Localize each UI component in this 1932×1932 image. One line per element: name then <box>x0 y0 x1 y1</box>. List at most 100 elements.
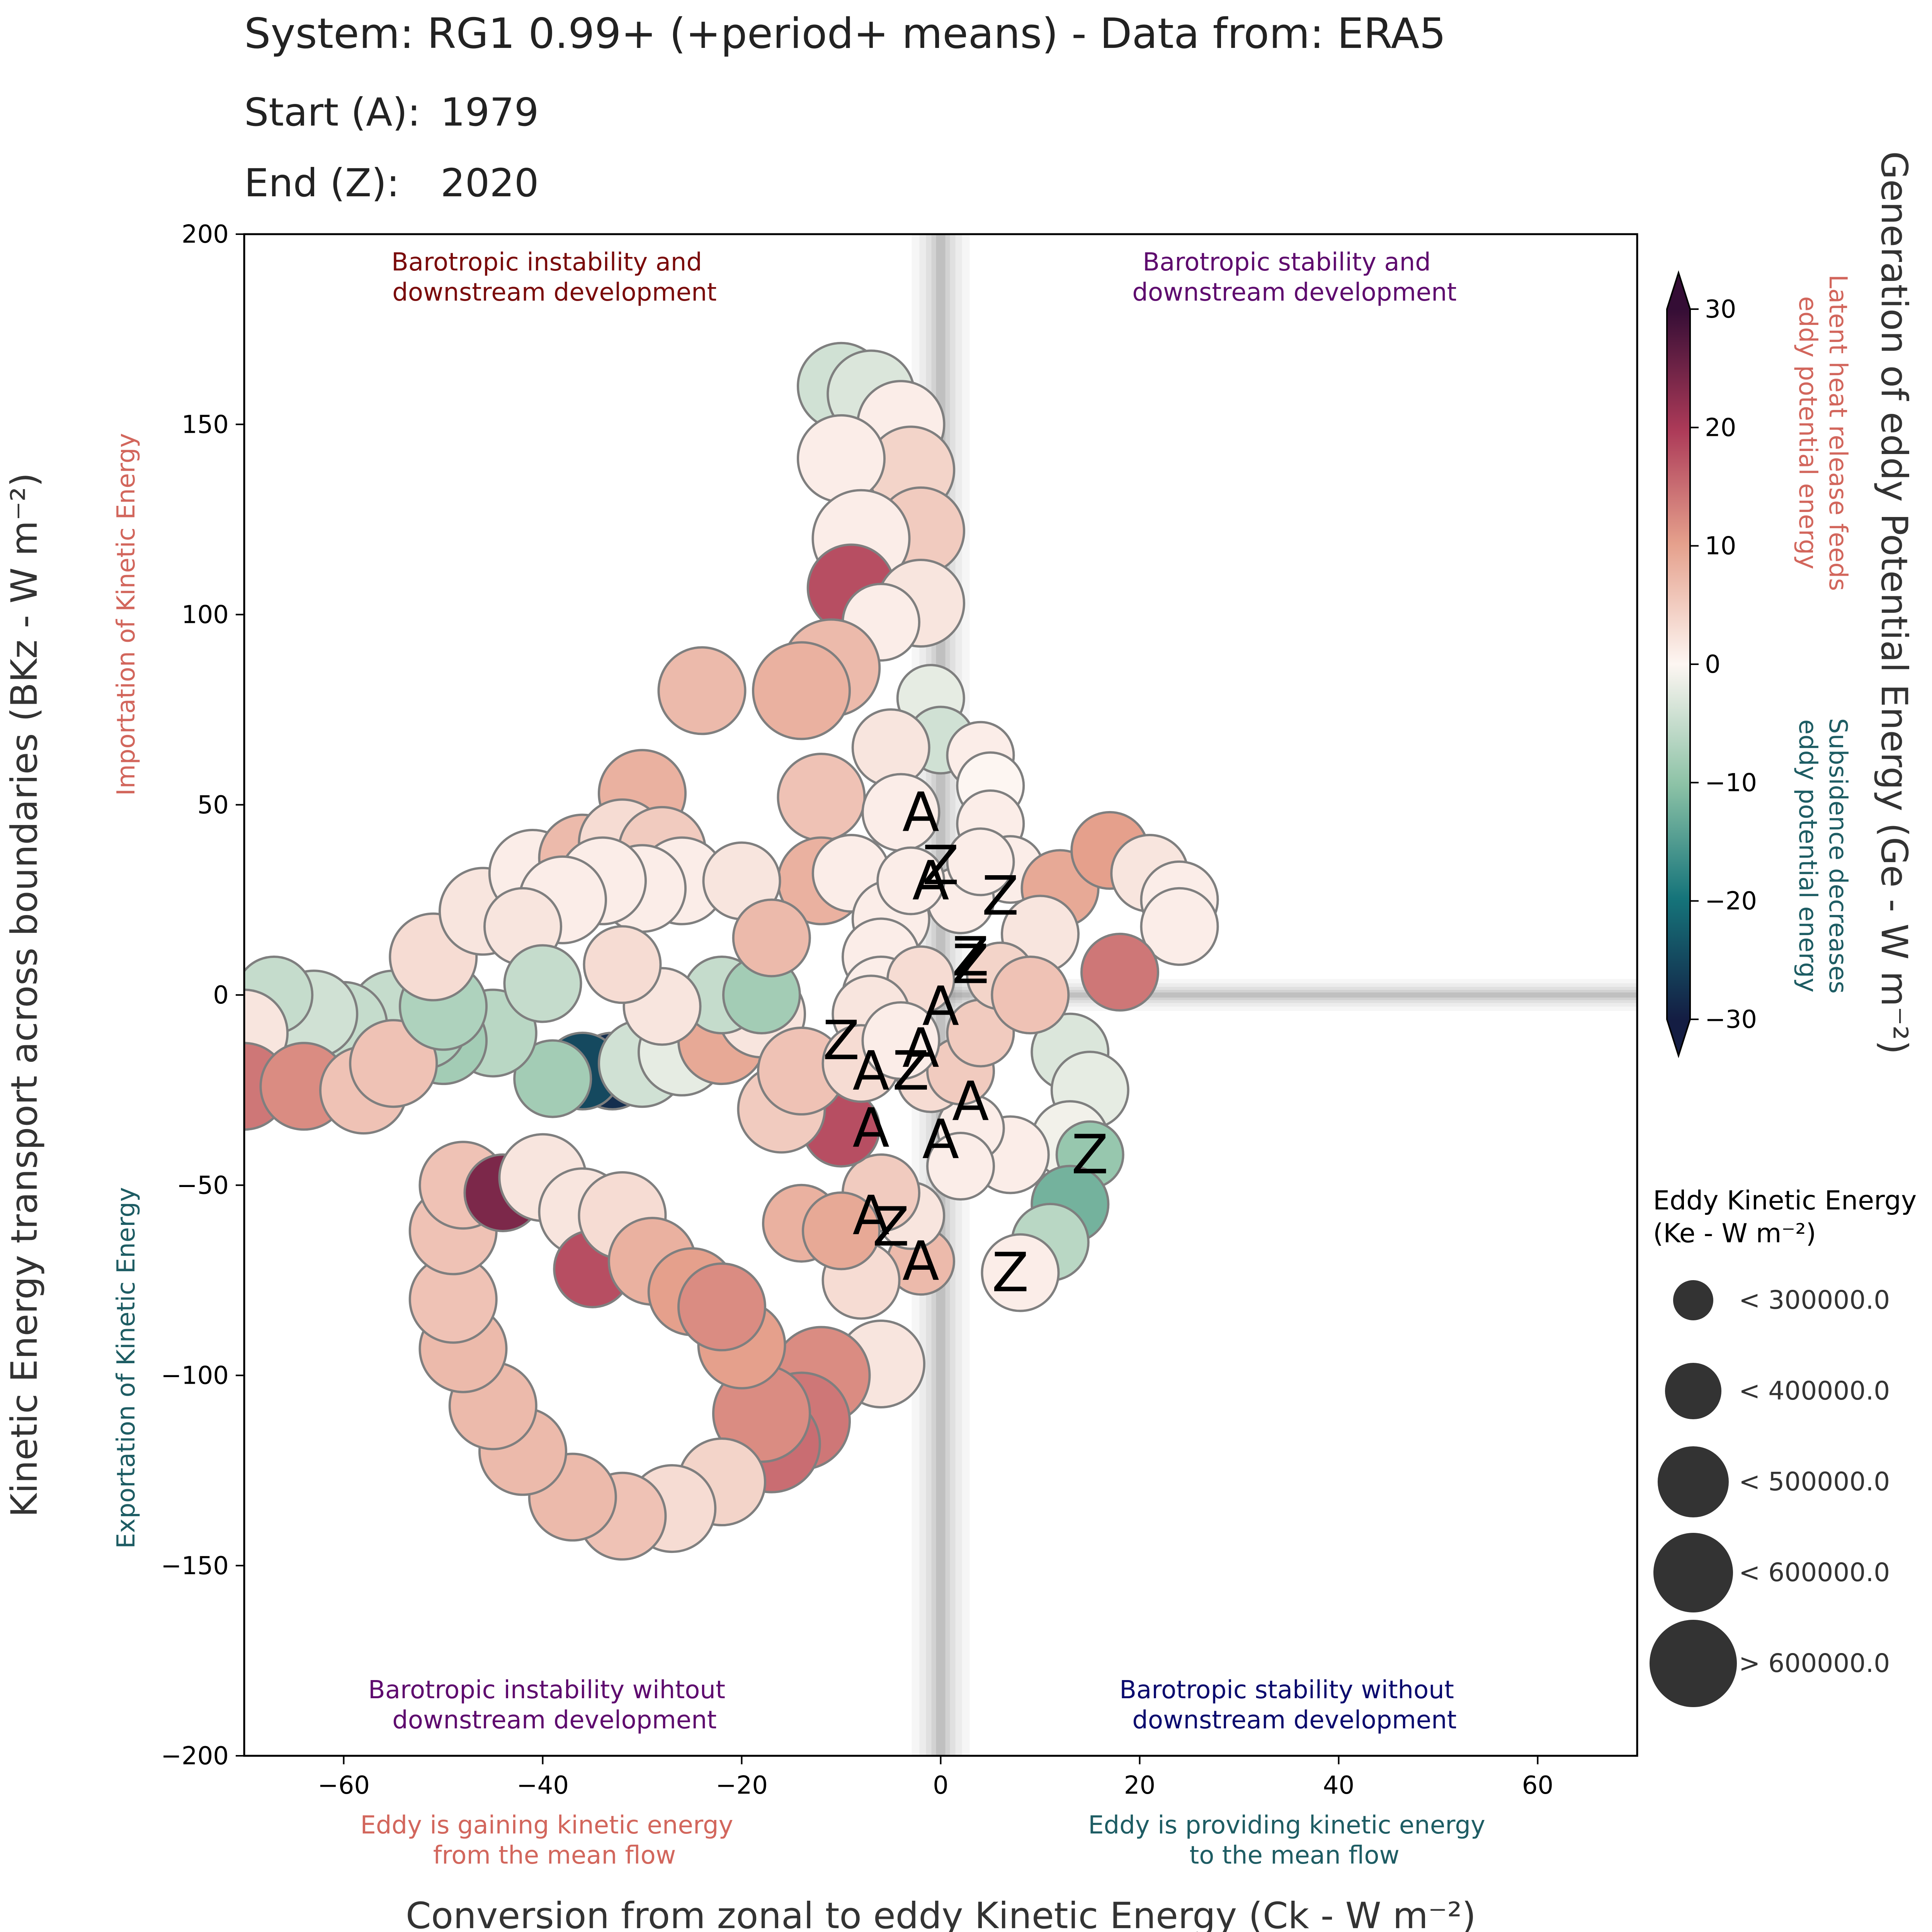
x-axis-title: Conversion from zonal to eddy Kinetic En… <box>406 1895 1476 1932</box>
x-negative-line2: from the mean flow <box>433 1841 676 1870</box>
colorbar-tick-label-1: −20 <box>1705 887 1757 916</box>
colorbar-tick-label-5: 20 <box>1705 413 1736 442</box>
size-legend-marker-4 <box>1650 1620 1737 1707</box>
colorbar-tick-label-3: 0 <box>1705 650 1721 679</box>
data-point-14 <box>777 753 866 842</box>
y-tick-label-7: 150 <box>182 410 229 439</box>
x-tick-label-3: 0 <box>933 1771 949 1800</box>
side-labels: Importation of Kinetic Energy Exportatio… <box>112 433 1485 1870</box>
data-point-127 <box>583 925 662 1004</box>
quad-bottom-left-line2: downstream development <box>392 1706 717 1735</box>
quad-bottom-right-line1: Barotropic stability without <box>1119 1676 1454 1704</box>
data-point-107 <box>732 898 811 978</box>
x-tick-label-6: 60 <box>1522 1771 1553 1800</box>
negative-note-line1: Subsidence decreases <box>1823 718 1852 993</box>
size-legend-marker-0 <box>1673 1280 1713 1320</box>
marker-label-z-10: Z <box>892 1040 929 1103</box>
size-legend: Eddy Kinetic Energy (Ke - W m⁻²) <box>1653 1185 1917 1249</box>
data-point-11 <box>752 641 851 740</box>
data-point-29 <box>1080 932 1159 1012</box>
marker-label-z-5: Z <box>952 933 989 996</box>
size-legend-marker-2 <box>1658 1446 1729 1517</box>
positive-note-line1: Latent heat release feeds <box>1823 275 1852 591</box>
size-legend-label-3: < 600000.0 <box>1739 1558 1890 1587</box>
y-axis-title: Kinetic Energy transport across boundari… <box>3 473 46 1517</box>
data-point-120 <box>876 846 946 915</box>
data-point-124 <box>802 1191 881 1270</box>
marker-label-z-4: Z <box>952 926 989 989</box>
marker-label-z-14: Z <box>1071 1123 1109 1186</box>
data-points <box>244 342 1219 1561</box>
quad-top-left-line1: Barotropic instability and <box>391 248 702 277</box>
data-point-126 <box>503 944 582 1023</box>
data-point-70 <box>677 1262 766 1352</box>
marker-label-z-7: Z <box>823 1009 860 1072</box>
data-point-37 <box>981 1233 1060 1312</box>
quad-top-right-line1: Barotropic stability and <box>1143 248 1431 277</box>
x-tick-label-5: 40 <box>1323 1771 1354 1800</box>
y-tick-label-6: 100 <box>182 601 229 629</box>
positive-note-line2: eddy potential energy <box>1793 296 1822 570</box>
marker-label-a-2: A <box>912 850 949 913</box>
y-tick-label-2: −100 <box>161 1362 229 1390</box>
marker-label-a-6: A <box>922 975 959 1038</box>
x-tick-label-4: 20 <box>1124 1771 1155 1800</box>
marker-label-z-16: Z <box>872 1196 910 1259</box>
data-point-4 <box>797 414 886 503</box>
colorbar-notes: Latent heat release feeds eddy potential… <box>1793 275 1852 994</box>
size-legend-title-line1: Eddy Kinetic Energy <box>1653 1185 1917 1216</box>
x-tick-label-0: −60 <box>318 1771 370 1800</box>
exportation-label: Exportation of Kinetic Energy <box>112 1187 141 1549</box>
data-point-119 <box>946 827 1015 896</box>
data-point-40 <box>926 1132 995 1201</box>
data-point-123 <box>861 1001 940 1080</box>
x-positive-line2: to the mean flow <box>1189 1841 1400 1870</box>
marker-label-a-0: A <box>902 781 939 844</box>
y-tick-label-1: −150 <box>161 1552 229 1580</box>
data-point-117 <box>991 956 1070 1034</box>
marker-label-a-17: A <box>902 1230 939 1293</box>
data-point-93 <box>349 1019 438 1108</box>
y-tick-label-0: −200 <box>161 1742 229 1770</box>
data-point-73 <box>513 1039 592 1118</box>
quad-top-left-line2: downstream development <box>392 278 717 307</box>
start-value: 1979 <box>440 90 539 135</box>
negative-note-line2: eddy potential energy <box>1793 719 1822 993</box>
x-axis: −60 −40 −20 0 20 40 60 <box>318 1756 1553 1800</box>
y-tick-label-5: 50 <box>197 791 229 820</box>
marker-label-z-3: Z <box>982 865 1019 928</box>
colorbar-ticks: −30 −20 −10 0 10 20 30 <box>1690 295 1757 1034</box>
importation-label: Importation of Kinetic Energy <box>112 433 141 796</box>
x-tick-label-2: −20 <box>716 1771 768 1800</box>
marker-label-z-1: Z <box>922 834 959 897</box>
colorbar-tick-label-6: 30 <box>1705 295 1736 324</box>
quad-bottom-left-line1: Barotropic instability wihtout <box>368 1676 725 1704</box>
colorbar-extend-max <box>1667 273 1690 309</box>
colorbar-body <box>1667 309 1690 1019</box>
marker-label-a-9: A <box>852 1040 889 1103</box>
y-tick-label-8: 200 <box>182 220 229 249</box>
y-axis: −200 −150 −100 −50 0 50 100 150 200 <box>161 220 244 1770</box>
end-value: 2020 <box>440 160 539 206</box>
quad-bottom-right-line2: downstream development <box>1132 1706 1457 1735</box>
y-tick-label-4: 0 <box>213 981 229 1010</box>
colorbar-title: Generation of eddy Potential Energy (Ge … <box>1873 151 1915 1054</box>
quadrant-labels: Barotropic instability and downstream de… <box>368 248 1457 1735</box>
size-legend-entries: < 300000.0 < 400000.0 < 500000.0 < 600000.0… <box>1650 1280 1890 1707</box>
marker-label-a-8: A <box>902 1017 939 1080</box>
colorbar-tick-label-4: 10 <box>1705 532 1736 561</box>
start-label: Start (A): <box>244 90 421 135</box>
quad-top-right-line2: downstream development <box>1132 278 1457 307</box>
colorbar-tick-label-0: −30 <box>1705 1005 1757 1034</box>
x-positive-line1: Eddy is providing kinetic energy <box>1088 1811 1485 1840</box>
y-tick-label-3: −50 <box>177 1171 229 1200</box>
data-point-12 <box>657 646 747 735</box>
size-legend-marker-3 <box>1653 1533 1733 1612</box>
x-negative-line1: Eddy is gaining kinetic energy <box>360 1811 733 1840</box>
marker-label-z-18: Z <box>992 1242 1029 1304</box>
marker-label-a-11: A <box>952 1070 989 1133</box>
size-legend-label-4: > 600000.0 <box>1739 1648 1890 1678</box>
marker-label-a-15: A <box>852 1184 889 1247</box>
